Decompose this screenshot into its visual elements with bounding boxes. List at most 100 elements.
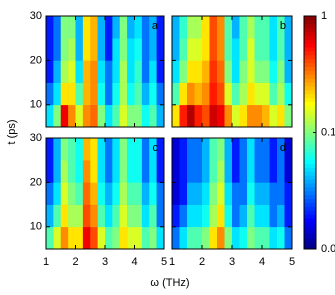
heatmap-cell <box>119 60 128 83</box>
heatmap-cell <box>187 82 195 106</box>
heatmap-cell <box>194 82 203 106</box>
heatmap-cell <box>46 104 54 128</box>
colorbar-segment <box>304 50 316 56</box>
heatmap-cell <box>202 226 210 250</box>
heatmap-cell <box>232 82 240 106</box>
heatmap-cell <box>209 60 218 83</box>
heatmap-cell <box>127 204 135 228</box>
x-tick-label: 4 <box>259 256 265 268</box>
heatmap-cell <box>105 104 113 128</box>
heatmap-cell <box>194 160 203 183</box>
colorbar-segment <box>304 217 316 223</box>
heatmap-cell <box>68 38 76 61</box>
heatmap-cell <box>60 16 69 39</box>
heatmap-cell <box>97 160 106 183</box>
heatmap-cell <box>254 226 263 250</box>
heatmap-cell <box>254 204 263 228</box>
heatmap-cell <box>209 16 218 39</box>
heatmap-cell <box>179 60 188 83</box>
heatmap-cell <box>194 138 203 161</box>
heatmap-cell <box>217 182 225 205</box>
heatmap-cell <box>224 16 233 39</box>
heatmap-cell <box>90 182 98 205</box>
heatmap-cell <box>156 16 165 39</box>
heatmap-cell <box>187 182 195 205</box>
heatmap-cell <box>60 226 69 250</box>
heatmap-cell <box>134 160 143 183</box>
heatmap-cell <box>75 160 84 183</box>
heatmap-cell <box>53 226 62 250</box>
heatmap-cell <box>254 82 263 106</box>
heatmap-cell <box>105 16 113 39</box>
heatmap-cell <box>127 82 135 106</box>
heatmap-cell <box>224 226 233 250</box>
heatmap-cell <box>97 60 106 83</box>
heatmap-cell <box>262 104 270 128</box>
heatmap-cell <box>254 160 263 183</box>
colorbar-segment <box>304 47 316 52</box>
colorbar-segment <box>304 74 316 79</box>
heatmap-cell <box>247 182 255 205</box>
heatmap-cell <box>194 38 203 61</box>
heatmap-cell <box>224 60 233 83</box>
panel-label: c <box>153 142 159 154</box>
colorbar-segment <box>304 109 316 114</box>
panel: b <box>171 15 293 128</box>
x-tick-label: 5 <box>289 256 295 268</box>
heatmap-cell <box>187 60 195 83</box>
heatmap-cell <box>82 182 91 205</box>
heatmap-cell <box>187 104 195 128</box>
heatmap-cell <box>68 82 76 106</box>
heatmap-cell <box>127 226 135 250</box>
heatmap-cell <box>68 204 76 228</box>
x-axis-label: ω (THz) <box>150 277 189 289</box>
heatmap-cell <box>149 138 157 161</box>
heatmap-cell <box>232 138 240 161</box>
heatmap-cell <box>179 182 188 205</box>
colorbar-segment <box>304 19 316 25</box>
heatmap-cell <box>209 226 218 250</box>
heatmap-cell <box>97 16 106 39</box>
y-tick-label: 30 <box>30 10 42 22</box>
x-tick-label: 4 <box>131 256 137 268</box>
heatmap-cell <box>90 82 98 106</box>
heatmap-cell <box>90 38 98 61</box>
heatmap-cell <box>172 60 180 83</box>
heatmap-cell <box>105 82 113 106</box>
heatmap-cell <box>97 104 106 128</box>
heatmap-cell <box>141 160 150 183</box>
heatmap-cell <box>209 204 218 228</box>
heatmap-cell <box>75 16 84 39</box>
panel-label: a <box>152 20 159 32</box>
colorbar-segment <box>304 159 316 165</box>
heatmap-cell <box>156 38 165 61</box>
heatmap-cell <box>75 138 84 161</box>
heatmap-cell <box>53 82 62 106</box>
heatmap-cell <box>254 138 263 161</box>
heatmap-cell <box>105 182 113 205</box>
heatmap-cell <box>68 104 76 128</box>
heatmap-cell <box>46 182 54 205</box>
heatmap-cell <box>269 82 278 106</box>
heatmap-cell <box>82 104 91 128</box>
heatmap-cell <box>202 104 210 128</box>
colorbar-segment <box>304 151 316 157</box>
heatmap-cell <box>284 60 293 83</box>
colorbar-segment <box>304 66 316 71</box>
colorbar-segment <box>304 97 316 102</box>
heatmap-cell <box>53 16 62 39</box>
heatmap-cell <box>239 160 248 183</box>
heatmap-cell <box>247 226 255 250</box>
heatmap-cell <box>232 16 240 39</box>
heatmap-cell <box>179 38 188 61</box>
heatmap-cell <box>254 16 263 39</box>
heatmap-cell <box>284 38 293 61</box>
heatmap-cell <box>112 182 121 205</box>
heatmap-cell <box>172 82 180 106</box>
heatmap-cell <box>247 16 255 39</box>
heatmap-cell <box>187 16 195 39</box>
heatmap-cell <box>217 104 225 128</box>
heatmap-cell <box>224 160 233 183</box>
heatmap-cell <box>149 204 157 228</box>
heatmap-cell <box>269 160 278 183</box>
